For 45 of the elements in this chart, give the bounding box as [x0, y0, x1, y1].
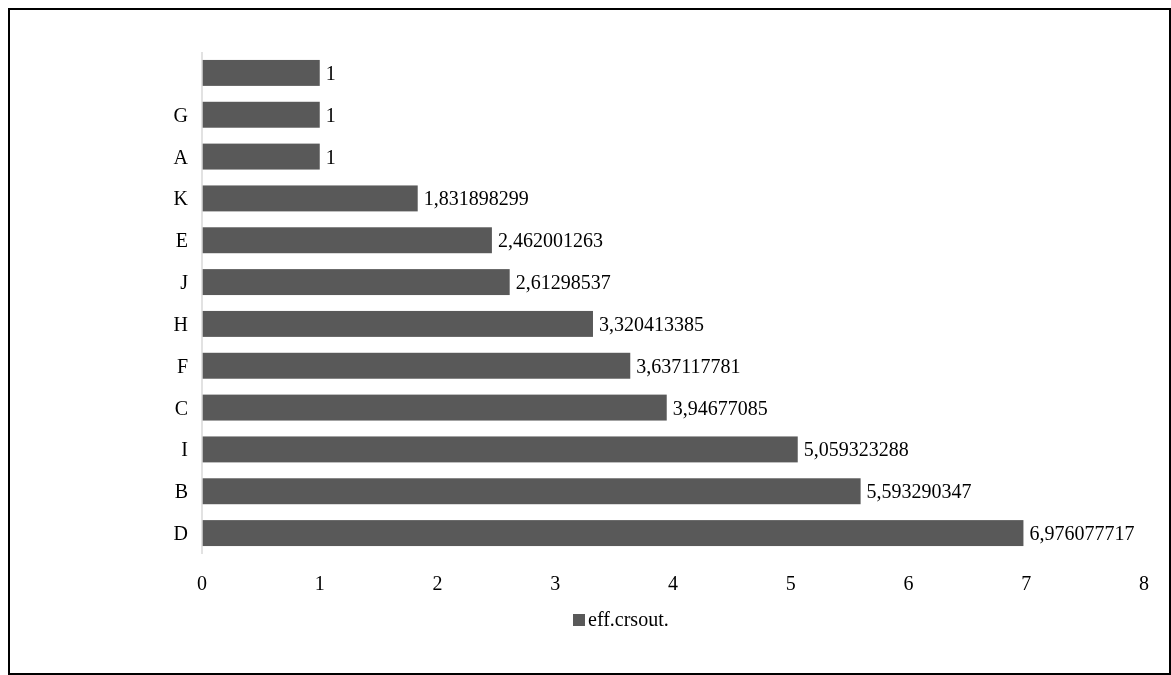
- bar: [202, 394, 667, 421]
- y-tick-label: J: [180, 271, 189, 294]
- data-label: 5,059323288: [803, 438, 909, 461]
- data-label: 1: [325, 61, 336, 84]
- y-tick-label: H: [173, 312, 188, 335]
- data-label: 1: [325, 103, 336, 126]
- data-label: 3,94677085: [672, 396, 768, 419]
- x-tick-label: 3: [550, 572, 561, 594]
- y-tick-label: A: [173, 145, 189, 168]
- bar: [202, 520, 1024, 547]
- data-label: 3,320413385: [598, 312, 704, 335]
- bar: [202, 185, 418, 212]
- y-tick-label: K: [173, 187, 189, 210]
- bar: [202, 310, 593, 337]
- y-tick-label: B: [174, 480, 188, 503]
- y-tick-label: E: [175, 229, 188, 252]
- x-tick-label: 1: [314, 572, 325, 594]
- x-tick-label: 0: [197, 572, 207, 594]
- bar: [202, 478, 861, 505]
- y-tick-label: D: [173, 522, 188, 545]
- x-tick-label: 2: [432, 572, 443, 594]
- bar: [202, 143, 320, 170]
- data-label: 3,637117781: [636, 354, 741, 377]
- bar: [202, 101, 320, 128]
- y-tick-label: C: [174, 396, 188, 419]
- data-label: 2,462001263: [497, 229, 603, 252]
- bar: [202, 352, 631, 379]
- bar: [202, 227, 492, 254]
- data-label: 6,976077717: [1029, 522, 1135, 545]
- y-tick-label: F: [176, 354, 188, 377]
- x-tick-label: 7: [1021, 572, 1032, 594]
- bar: [202, 269, 510, 296]
- x-tick-label: 4: [668, 572, 678, 594]
- x-tick-label: 8: [1139, 572, 1149, 594]
- y-tick-label: G: [173, 103, 188, 126]
- data-label: 1: [325, 145, 336, 168]
- x-tick-label: 6: [903, 572, 914, 594]
- data-label: 1,831898299: [423, 187, 529, 210]
- bar: [202, 436, 798, 463]
- bar: [202, 59, 320, 86]
- y-tick-label: I: [181, 438, 188, 461]
- legend-label: eff.crsout.: [588, 608, 669, 630]
- data-label: 5,593290347: [866, 480, 972, 503]
- data-label: 2,61298537: [515, 271, 611, 294]
- x-tick-label: 5: [785, 572, 796, 594]
